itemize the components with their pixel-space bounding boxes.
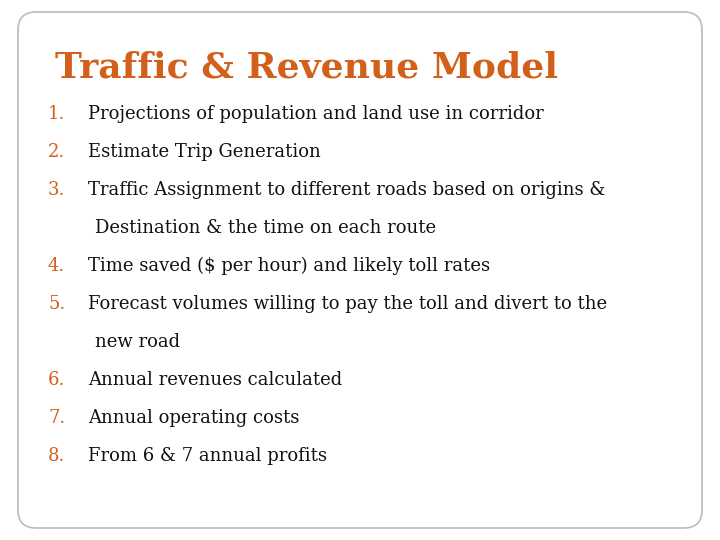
Text: 8.: 8. xyxy=(48,447,66,465)
Text: Traffic Assignment to different roads based on origins &: Traffic Assignment to different roads ba… xyxy=(88,181,606,199)
Text: 5.: 5. xyxy=(48,295,66,313)
Text: Destination & the time on each route: Destination & the time on each route xyxy=(95,219,436,237)
Text: 4.: 4. xyxy=(48,257,66,275)
Text: 7.: 7. xyxy=(48,409,66,427)
Text: Traffic & Revenue Model: Traffic & Revenue Model xyxy=(55,50,558,84)
Text: Forecast volumes willing to pay the toll and divert to the: Forecast volumes willing to pay the toll… xyxy=(88,295,607,313)
Text: 6.: 6. xyxy=(48,371,66,389)
Text: Time saved ($ per hour) and likely toll rates: Time saved ($ per hour) and likely toll … xyxy=(88,257,490,275)
Text: new road: new road xyxy=(95,333,180,351)
Text: From 6 & 7 annual profits: From 6 & 7 annual profits xyxy=(88,447,327,465)
Text: 2.: 2. xyxy=(48,143,66,161)
Text: Annual revenues calculated: Annual revenues calculated xyxy=(88,371,342,389)
Text: Annual operating costs: Annual operating costs xyxy=(88,409,300,427)
FancyBboxPatch shape xyxy=(18,12,702,528)
Text: Estimate Trip Generation: Estimate Trip Generation xyxy=(88,143,320,161)
Text: 1.: 1. xyxy=(48,105,66,123)
Text: Projections of population and land use in corridor: Projections of population and land use i… xyxy=(88,105,544,123)
Text: 3.: 3. xyxy=(48,181,66,199)
